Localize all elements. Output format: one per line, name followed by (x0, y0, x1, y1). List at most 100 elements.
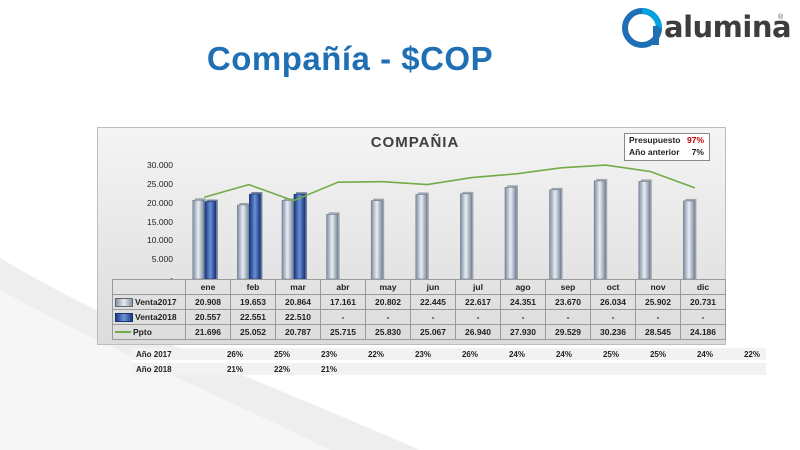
growth-value: 24% (696, 349, 713, 359)
bars-layer (192, 178, 697, 280)
y-tick-label: 30.000 (147, 160, 173, 170)
y-tick-label: 15.000 (147, 216, 173, 227)
bar-venta2018 (204, 201, 217, 280)
alumina-logo: alumina ® (622, 8, 792, 50)
summary-row-prior-year: Año anterior 7% (625, 146, 709, 158)
data-label: - (365, 309, 411, 325)
data-label: 25.902 (635, 294, 681, 310)
category-label: may (365, 279, 411, 295)
growth-row-2018: Año 2018 21% 22% 21% (132, 360, 766, 375)
growth-value: 22% (743, 349, 760, 359)
data-label: 23.670 (545, 294, 591, 310)
bar-venta2017 (593, 180, 606, 280)
growth-value: 24% (508, 349, 525, 359)
y-tick-label: 25.000 (147, 178, 173, 189)
growth-row-label: Año 2017 (136, 349, 172, 359)
data-label: 22.445 (410, 294, 456, 310)
data-label: 22.510 (275, 309, 321, 325)
data-label: 20.802 (365, 294, 411, 310)
data-label: 25.067 (410, 324, 456, 340)
growth-value (672, 360, 719, 375)
series-legend-venta2017: Venta2017 (112, 294, 186, 310)
data-label: 20.787 (275, 324, 321, 340)
sales-chart (192, 164, 697, 280)
growth-value: 22% (249, 360, 296, 375)
data-label: 26.940 (455, 324, 501, 340)
series-name: Venta2017 (135, 296, 177, 307)
data-label: 30.236 (590, 324, 636, 340)
growth-value (390, 360, 437, 375)
series-row-venta2017: Venta2017 20.908 19.653 20.864 17.161 20… (112, 294, 726, 310)
budget-line-layer (204, 164, 696, 202)
legend-key-venta2018 (115, 313, 133, 323)
logo-text: alumina (664, 10, 792, 44)
category-row: ene feb mar abr may jun jul ago sep oct … (112, 279, 726, 295)
bar-venta2017 (460, 193, 472, 280)
summary-value: 7% (691, 147, 704, 157)
data-label: 22.617 (455, 294, 501, 310)
data-label: - (635, 309, 681, 325)
growth-value: 25% (649, 349, 666, 359)
series-row-venta2018: Venta2018 20.557 22.551 22.510 - - - - -… (112, 309, 726, 325)
bar-venta2017 (281, 200, 294, 280)
line-ppto (204, 164, 696, 202)
data-label: 27.930 (500, 324, 546, 340)
bar-venta2017 (415, 194, 428, 280)
category-label: mar (275, 279, 321, 295)
growth-value: 22% (367, 349, 384, 359)
bar-venta2017 (683, 200, 695, 280)
data-label: 29.529 (545, 324, 591, 340)
data-label: 28.545 (635, 324, 681, 340)
y-tick-label: 20.000 (147, 197, 173, 208)
series-legend-venta2018: Venta2018 (112, 309, 186, 325)
growth-value: 26% (461, 349, 478, 359)
growth-value (578, 360, 625, 375)
series-legend-ppto: Ppto (112, 324, 186, 340)
logo-registered-mark: ® (778, 14, 784, 21)
series-name: Venta2018 (135, 311, 177, 322)
bar-venta2017 (370, 200, 383, 280)
growth-row-2017: Año 2017 26% 25% 23% 22% 23% 26% 24% 24%… (132, 348, 766, 362)
chart-title: COMPAÑIA (370, 134, 460, 151)
summary-label: Año anterior (629, 147, 680, 157)
slide-title: Compañía - $COP (206, 40, 494, 77)
bar-venta2017 (549, 189, 561, 280)
growth-value: 23% (414, 349, 431, 359)
data-label: 25.052 (230, 324, 276, 340)
data-label: 24.186 (680, 324, 726, 340)
series-name: Ppto (133, 327, 152, 337)
y-tick-label: 10.000 (147, 235, 173, 246)
bar-venta2017 (192, 199, 205, 280)
data-label: 19.653 (230, 294, 276, 310)
category-label: sep (545, 279, 591, 295)
summary-value: 97% (686, 135, 704, 145)
growth-value (343, 360, 390, 375)
category-label: ago (500, 279, 546, 295)
category-label: abr (320, 279, 366, 295)
growth-value: 25% (602, 349, 619, 359)
y-tick-label: 5.000 (151, 254, 173, 265)
data-label: - (545, 309, 591, 325)
data-label: - (590, 309, 636, 325)
data-label: 25.715 (320, 324, 366, 340)
growth-value (531, 360, 578, 375)
bar-venta2017 (638, 181, 651, 280)
bar-venta2017 (237, 204, 249, 280)
data-label: 25.830 (365, 324, 411, 340)
growth-value: 24% (555, 349, 572, 359)
data-label: - (455, 309, 501, 325)
data-label: 20.731 (680, 294, 726, 310)
bar-venta2018 (293, 193, 306, 280)
category-label: dic (680, 279, 726, 295)
data-label: - (320, 309, 366, 325)
data-label: 21.696 (185, 324, 231, 340)
growth-value: 26% (226, 349, 243, 359)
growth-value (625, 360, 672, 375)
legend-key-venta2017 (115, 298, 133, 308)
category-label: feb (230, 279, 276, 295)
growth-value: 23% (320, 349, 337, 359)
summary-row-budget: Presupuesto 97% (625, 134, 709, 146)
legend-key-ppto (115, 330, 131, 333)
growth-value: 21% (202, 360, 249, 375)
